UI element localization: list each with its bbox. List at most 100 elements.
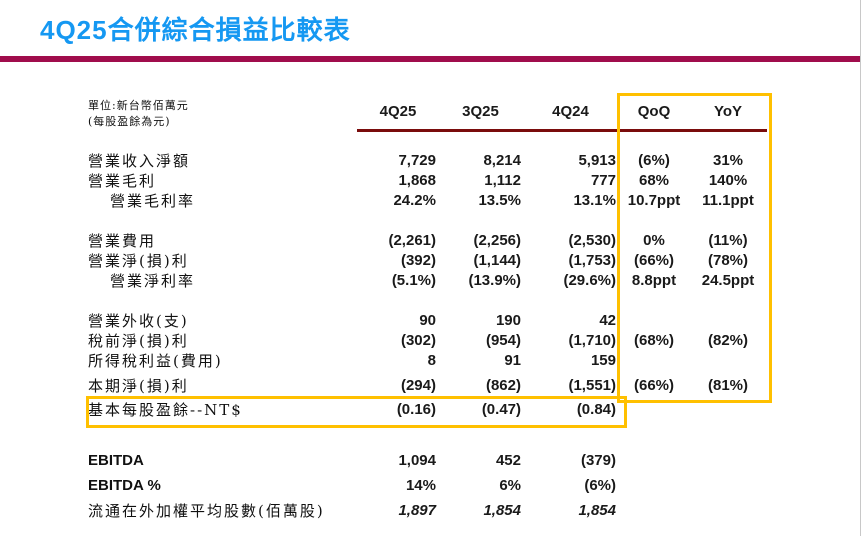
cell-3q25: 1,112 <box>484 172 521 189</box>
table-header-row: 單位:新台幣佰萬元 (每股盈餘為元) 4Q25 3Q25 4Q24 QoQ Yo… <box>88 96 766 130</box>
row-label: 營業收入淨額 <box>88 152 191 170</box>
cell-4q25: 7,729 <box>398 152 436 169</box>
cell-4q24: 777 <box>590 172 616 189</box>
cell-4q24: 1,854 <box>578 502 616 519</box>
row-label: 所得稅利益(費用) <box>88 352 223 370</box>
page-title: 4Q25合併綜合損益比較表 <box>40 15 351 45</box>
row-label: 本期淨(損)利 <box>88 377 189 395</box>
row-label: 營業淨利率 <box>110 272 196 290</box>
title-divider-rule <box>0 56 860 62</box>
table-row: EBITDA % 14% 6% (6%) <box>88 473 766 498</box>
table-row: 營業收入淨額 7,729 8,214 5,913 (6%) 31% <box>88 150 766 170</box>
cell-4q24: 159 <box>590 352 616 369</box>
cell-4q24: (1,551) <box>568 377 616 394</box>
cell-4q25: (392) <box>400 252 436 269</box>
cell-yoy: 31% <box>712 152 744 169</box>
cell-4q24: (0.84) <box>576 400 616 418</box>
cell-3q25: (1,144) <box>473 252 521 269</box>
table-body: 營業收入淨額 7,729 8,214 5,913 (6%) 31% 營業毛利 1,868 1,1… <box>88 150 766 523</box>
row-label: 稅前淨(損)利 <box>88 332 189 350</box>
cell-yoy: (11%) <box>708 232 748 249</box>
table-row: 基本每股盈餘--NT$ (0.16) (0.47) (0.84) <box>88 397 766 421</box>
cell-yoy: (78%) <box>707 252 748 269</box>
cell-4q24: (2,530) <box>568 232 616 249</box>
table-row: 營業外收(支) 90 190 42 <box>88 310 766 330</box>
cell-4q25: (302) <box>400 332 436 349</box>
cell-yoy: (82%) <box>707 332 748 349</box>
cell-3q25: 6% <box>499 477 521 494</box>
cell-4q24: (1,753) <box>568 252 616 269</box>
cell-4q25: 90 <box>419 312 436 329</box>
row-label: 流通在外加權平均股數(佰萬股) <box>88 502 325 520</box>
column-header-4q24: 4Q24 <box>552 103 589 120</box>
cell-yoy: 24.5ppt <box>701 272 755 289</box>
column-header-yoy: YoY <box>713 103 743 120</box>
unit-note-line1: 單位:新台幣佰萬元 <box>88 99 189 112</box>
table-row: 流通在外加權平均股數(佰萬股) 1,897 1,854 1,854 <box>88 498 766 523</box>
column-header-3q25: 3Q25 <box>462 103 499 120</box>
row-label: 基本每股盈餘--NT$ <box>88 400 243 419</box>
cell-4q25: 1,868 <box>398 172 436 189</box>
cell-4q24: 5,913 <box>578 152 616 169</box>
cell-3q25: 190 <box>495 312 521 329</box>
row-label: 營業毛利 <box>88 172 157 190</box>
table-row: 營業淨利率 (5.1%) (13.9%) (29.6%) 8.8ppt 24.5ppt <box>88 270 766 290</box>
row-label: 營業費用 <box>88 232 157 250</box>
cell-qoq: (6%) <box>638 152 670 169</box>
cell-3q25: (862) <box>485 377 521 394</box>
cell-qoq: 68% <box>638 172 670 189</box>
cell-qoq: 8.8ppt <box>631 272 677 289</box>
cell-4q24: (379) <box>580 452 616 469</box>
table-row: 營業淨(損)利 (392) (1,144) (1,753) (66%) (78%) <box>88 250 766 270</box>
cell-4q24: 13.1% <box>573 192 616 209</box>
cell-3q25: (954) <box>485 332 521 349</box>
row-label: EBITDA <box>88 452 144 469</box>
row-label: 營業淨(損)利 <box>88 252 189 270</box>
cell-yoy: (81%) <box>707 377 748 394</box>
table-row: 營業毛利 1,868 1,112 777 68% 140% <box>88 170 766 190</box>
row-label: EBITDA % <box>88 477 161 494</box>
cell-3q25: 91 <box>504 352 521 369</box>
cell-3q25: (0.47) <box>481 400 521 418</box>
cell-4q24: (29.6%) <box>563 272 616 289</box>
cell-yoy: 140% <box>708 172 748 189</box>
cell-3q25: 8,214 <box>483 152 521 169</box>
cell-4q24: (6%) <box>584 477 616 494</box>
unit-note: 單位:新台幣佰萬元 (每股盈餘為元) <box>88 96 358 130</box>
table-row: EBITDA 1,094 452 (379) <box>88 448 766 473</box>
cell-3q25: 1,854 <box>483 502 521 519</box>
table-row: 本期淨(損)利 (294) (862) (1,551) (66%) (81%) <box>88 375 766 395</box>
cell-qoq: 0% <box>643 232 665 249</box>
cell-qoq: (68%) <box>633 332 674 349</box>
cell-4q25: 24.2% <box>393 192 436 209</box>
table-row: 所得稅利益(費用) 8 91 159 <box>88 350 766 370</box>
cell-4q25: (5.1%) <box>391 272 436 289</box>
cell-4q25: (294) <box>400 377 436 394</box>
cell-4q25: (0.16) <box>396 400 436 418</box>
column-header-4q25: 4Q25 <box>379 103 417 120</box>
row-label: 營業毛利率 <box>110 192 196 210</box>
row-label: 營業外收(支) <box>88 312 189 330</box>
cell-4q25: 1,897 <box>398 502 436 519</box>
column-header-qoq: QoQ <box>637 103 671 120</box>
cell-4q25: 14% <box>405 477 436 494</box>
cell-qoq: 10.7ppt <box>627 192 681 209</box>
cell-3q25: 452 <box>495 452 521 469</box>
cell-4q24: 42 <box>599 312 616 329</box>
cell-4q25: (2,261) <box>388 232 436 249</box>
unit-note-line2: (每股盈餘為元) <box>88 115 171 128</box>
table-row: 稅前淨(損)利 (302) (954) (1,710) (68%) (82%) <box>88 330 766 350</box>
cell-3q25: 13.5% <box>478 192 521 209</box>
table-row: 營業毛利率 24.2% 13.5% 13.1% 10.7ppt 11.1ppt <box>88 190 766 210</box>
cell-qoq: (66%) <box>633 252 674 269</box>
cell-3q25: (13.9%) <box>468 272 521 289</box>
cell-4q24: (1,710) <box>568 332 616 349</box>
header-underline-rule <box>357 129 767 132</box>
cell-yoy: 11.1ppt <box>702 192 754 209</box>
cell-4q25: 8 <box>427 352 436 369</box>
cell-qoq: (66%) <box>633 377 674 394</box>
income-statement-table: 單位:新台幣佰萬元 (每股盈餘為元) 4Q25 3Q25 4Q24 QoQ Yo… <box>88 96 766 523</box>
table-row: 營業費用 (2,261) (2,256) (2,530) 0% (11%) <box>88 230 766 250</box>
cell-3q25: (2,256) <box>473 232 521 249</box>
